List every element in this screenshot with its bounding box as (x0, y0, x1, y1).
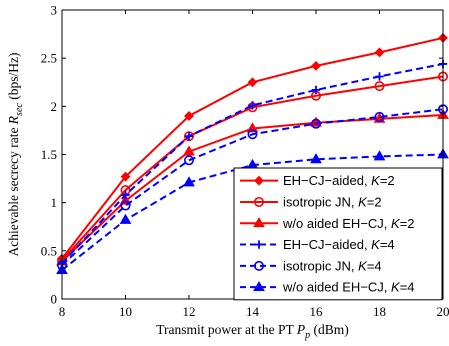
legend-marker-4 (254, 240, 264, 249)
series-4-point (184, 131, 194, 141)
series-5-point (247, 129, 258, 140)
x-tick-label: 16 (310, 304, 324, 319)
series-5-point (310, 118, 321, 129)
y-tick-label: 0.5 (41, 243, 57, 258)
series-2-point (374, 81, 385, 92)
y-axis-label: Achievable secrecy rate Rsec (bps/Hz) (6, 53, 25, 257)
x-tick-label: 18 (373, 304, 386, 319)
legend-marker-6 (253, 280, 265, 292)
y-tick-label: 1.5 (41, 147, 57, 162)
x-tick-label: 20 (437, 304, 449, 319)
legend-label-3: w/o aided EH−CJ, K=2 (282, 216, 415, 231)
series-5-point (374, 111, 385, 122)
series-1-point (184, 111, 194, 121)
legend-label-5: isotropic JN, K=4 (283, 258, 382, 273)
x-tick-label: 12 (183, 304, 196, 319)
series-1-point (247, 77, 258, 88)
series-4-point (311, 85, 321, 95)
series-6-point (373, 150, 386, 161)
y-tick-label: 0 (51, 292, 58, 307)
y-tick-label: 1 (51, 195, 58, 210)
series-4-point (121, 190, 130, 200)
legend-label-2: isotropic JN, K=2 (283, 194, 382, 209)
series-line-5 (61, 108, 444, 267)
legend-marker-3 (253, 217, 265, 228)
legend-label-4: EH−CJ−aided, K=4 (283, 237, 395, 252)
legend-marker-5 (254, 260, 265, 271)
plot-area (56, 33, 449, 274)
legend-label-1: EH−CJ−aided, K=2 (283, 173, 395, 188)
series-1-point (374, 47, 385, 58)
series-4-point (248, 101, 257, 110)
series-6-point (310, 153, 322, 164)
legend: EH−CJ−aided, K=2 isotropic JN, K=2 w/o aid… (233, 167, 443, 301)
x-tick-label: 14 (246, 304, 260, 319)
series-1-point (120, 171, 131, 182)
x-axis-label: Transmit power at the PT Pp (dBm) (156, 322, 349, 341)
series-6-point (119, 213, 132, 224)
series-6-point (183, 176, 195, 187)
x-tick-label: 10 (119, 304, 132, 319)
series-3-point (246, 122, 259, 133)
series-1-point (311, 60, 321, 71)
y-tick-label: 2 (51, 99, 58, 114)
y-tick-label: 3 (51, 3, 58, 18)
legend-box (233, 167, 443, 301)
series-3-point (183, 145, 195, 156)
x-tick-label: 8 (59, 304, 66, 319)
legend-marker-1 (254, 175, 264, 186)
y-tick-label: 2.5 (41, 51, 57, 66)
legend-marker-2 (254, 196, 265, 207)
series-5-point (120, 200, 131, 211)
series-4-point (375, 72, 384, 81)
legend-label-6: w/o aided EH−CJ, K=4 (282, 280, 415, 295)
series-5-point (184, 155, 195, 166)
